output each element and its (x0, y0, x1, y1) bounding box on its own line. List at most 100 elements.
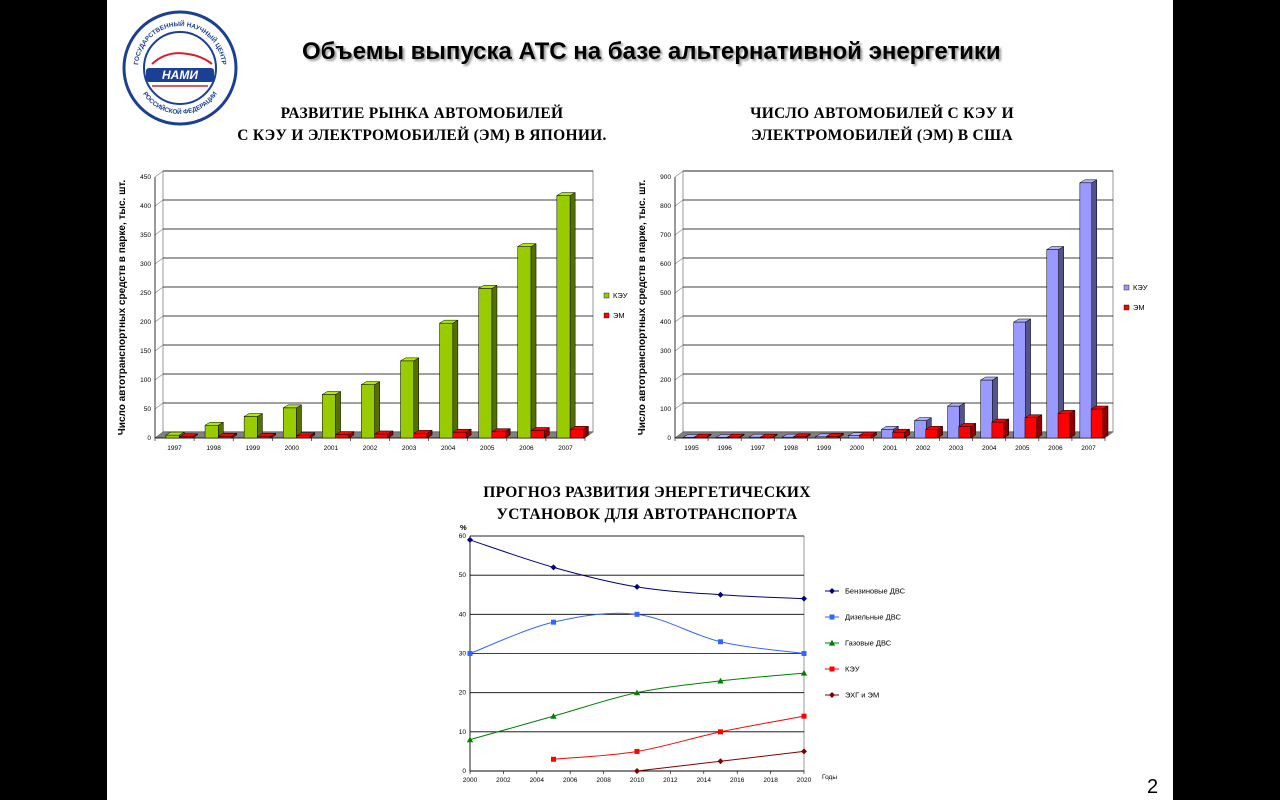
y-tick-label: 250 (140, 290, 151, 297)
bar-front (491, 431, 506, 439)
bar-ЭМ-2003 (957, 422, 977, 439)
bar-top (178, 433, 199, 438)
bar-top (555, 192, 577, 196)
bar-ЭМ-2005 (1024, 414, 1043, 439)
gridline-depth (674, 315, 684, 323)
bar-top (1012, 318, 1032, 323)
bar-ЭМ-2003 (412, 429, 433, 439)
x-axis-label: Годы (822, 774, 837, 781)
bar-ЭМ-1999 (825, 432, 845, 439)
legend-label: КЭУ (845, 665, 860, 674)
bar-КЭУ-2000 (282, 404, 303, 439)
bar-front (1013, 321, 1026, 439)
legend-label: ЭМ (613, 311, 625, 320)
x-tick-label: 2007 (1081, 445, 1096, 452)
bar-КЭУ-2002 (360, 381, 381, 439)
data-point (551, 619, 556, 625)
bar-КЭУ-2003 (399, 357, 420, 439)
legend-label: КЭУ (613, 291, 628, 300)
y-tick-label: 600 (660, 261, 671, 268)
bar-front (848, 435, 861, 439)
bar-КЭУ-2004 (438, 319, 459, 439)
bar-top (924, 426, 944, 430)
y-tick-label: 500 (660, 290, 671, 297)
y-tick-label: 100 (140, 377, 151, 384)
gridline-depth (154, 257, 164, 265)
data-point (800, 669, 808, 676)
bar-front (980, 379, 993, 439)
bar-ЭМ-2002 (373, 430, 394, 439)
series-Дизельные ДВС (467, 611, 807, 656)
data-point (717, 677, 724, 684)
data-point (550, 564, 557, 571)
bar-front (1079, 182, 1093, 439)
bar-top (438, 319, 459, 324)
bar-ЭМ-1997 (178, 433, 199, 439)
bar-front (925, 429, 938, 439)
legend-label: Бензиновые ДВС (845, 587, 906, 596)
bar-top (913, 417, 933, 421)
bar-top (399, 357, 420, 362)
forecast-chart-title-line-2: УСТАНОВОК ДЛЯ АВТОТРАНСПОРТА (496, 506, 798, 523)
bar-side (1036, 414, 1043, 439)
gridline-depth (674, 199, 684, 207)
bar-front (478, 288, 493, 439)
bar-top (1078, 179, 1098, 184)
data-point (551, 756, 556, 762)
bar-top (204, 421, 225, 426)
bar-side (1058, 246, 1064, 439)
y-tick-label: 50 (459, 572, 467, 579)
x-tick-label: 2018 (763, 777, 778, 784)
legend-swatch (603, 312, 610, 319)
x-tick-label: 2020 (797, 777, 812, 784)
forecast-chart-title-line-1: ПРОГНОЗ РАЗВИТИЯ ЭНЕРГЕТИЧЕСКИХ (483, 484, 811, 501)
bar-front (892, 431, 905, 439)
x-tick-label: 2002 (916, 445, 931, 452)
y-tick-label: 50 (144, 406, 152, 413)
bar-front (1090, 408, 1104, 439)
data-point (550, 712, 557, 719)
bar-КЭУ-2005 (477, 284, 498, 439)
gridline-depth (674, 402, 684, 410)
y-tick-label: 300 (140, 261, 151, 268)
plot-area (682, 170, 1114, 433)
y-axis-label: Число автотранспортных средств в парке, … (637, 180, 648, 436)
gridline-depth (674, 170, 684, 178)
x-tick-label: 2008 (596, 777, 611, 784)
bar-front (914, 420, 927, 439)
bar-top (451, 428, 473, 433)
bar-ЭМ-2001 (334, 431, 355, 439)
bar-front (958, 426, 971, 439)
x-tick-label: 2002 (363, 445, 378, 452)
x-tick-label: 2004 (441, 445, 456, 452)
bar-top (412, 430, 433, 434)
bar-side (1102, 405, 1109, 439)
bar-top (165, 431, 186, 436)
data-point (634, 583, 640, 590)
bar-top (491, 428, 512, 432)
bar-front (439, 322, 454, 439)
bar-top (217, 433, 238, 437)
y-tick-label: 700 (660, 232, 671, 239)
x-tick-label: 2003 (402, 445, 417, 452)
gridline-depth (674, 373, 684, 381)
bar-side (335, 391, 341, 439)
data-point (467, 536, 473, 543)
bar-front (569, 429, 584, 439)
usa-chart-title-line-2: ЭЛЕКТРОМОБИЛЕЙ (ЭМ) В США (751, 127, 1013, 144)
bar-top (477, 285, 498, 289)
japan-chart-title: РАЗВИТИЕ РЫНКА АВТОМОБИЛЕЙ С КЭУ И ЭЛЕКТ… (167, 103, 677, 147)
bar-front (859, 434, 872, 439)
bar-front (257, 436, 271, 439)
y-tick-label: 0 (667, 435, 671, 442)
x-tick-label: 2005 (480, 445, 495, 452)
bar-side (1003, 418, 1010, 439)
bar-top (957, 423, 977, 427)
legend-label: Дизельные ДВС (845, 613, 901, 622)
legend-swatch (1123, 284, 1130, 291)
bar-top (282, 404, 303, 409)
bar-side (530, 243, 537, 439)
legend-marker (829, 692, 835, 698)
series-line (553, 715, 805, 760)
usa-chart-title-line-1: ЧИСЛО АВТОМОБИЛЕЙ С КЭУ И (750, 105, 1014, 122)
